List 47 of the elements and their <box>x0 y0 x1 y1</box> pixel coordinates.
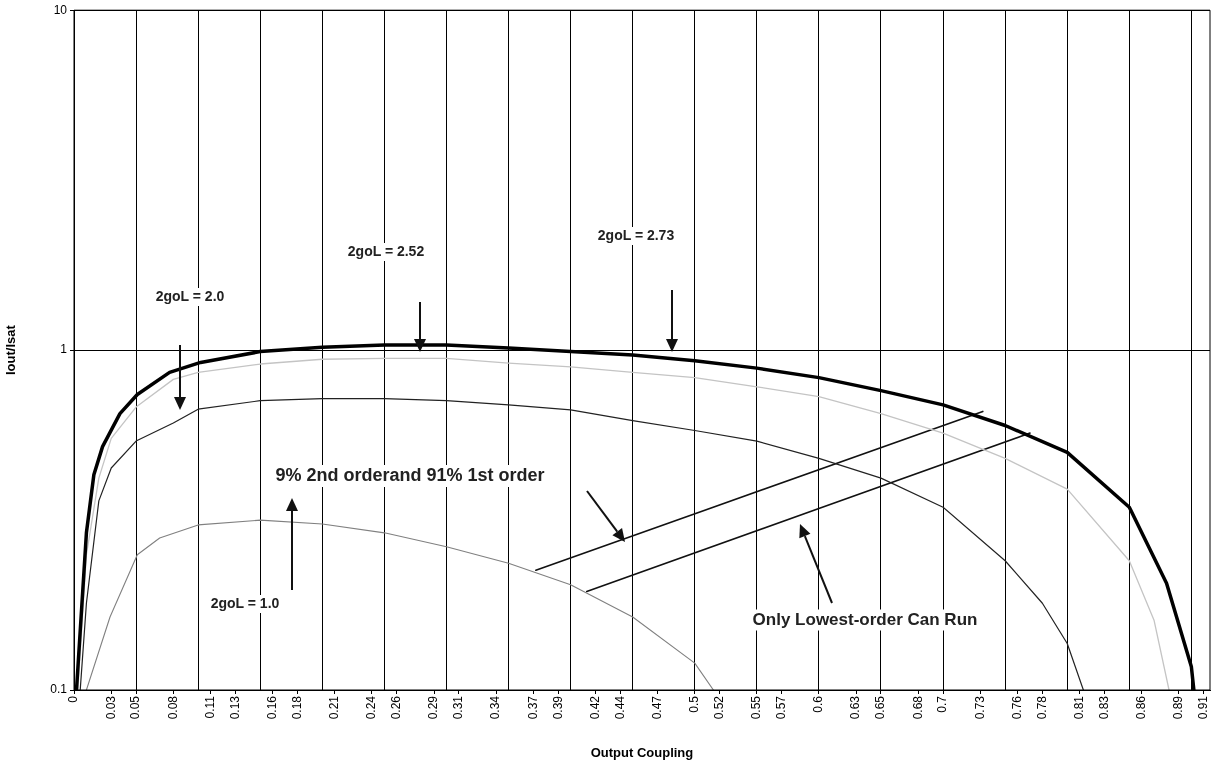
x-tick-label: 0.13 <box>227 695 242 720</box>
x-tick-label: 0.52 <box>711 695 726 720</box>
x-tick-label: 0 <box>66 695 81 703</box>
annotation: 2goL = 1.0 <box>210 594 280 611</box>
x-tick-label: 0.37 <box>525 695 540 720</box>
x-tick-label: 0.57 <box>773 695 788 720</box>
x-tick-label: 0.05 <box>128 695 143 720</box>
annotation: Only Lowest-order Can Run <box>752 609 978 629</box>
y-tick-label: 10 <box>53 2 68 17</box>
x-tick-label: 0.76 <box>1009 695 1024 720</box>
y-tick-label: 1 <box>60 342 68 357</box>
x-tick-label: 0.29 <box>426 695 441 720</box>
x-tick-label: 0.39 <box>550 695 565 720</box>
x-tick-label: 0.11 <box>202 695 217 719</box>
x-tick-label: 0.6 <box>811 695 826 713</box>
y-axis-title: Iout/Isat <box>3 324 19 376</box>
annotation: 2goL = 2.52 <box>347 242 425 259</box>
x-tick-label: 0.18 <box>289 695 304 720</box>
x-tick-label: 0.86 <box>1134 695 1149 720</box>
x-tick-label: 0.24 <box>364 695 379 720</box>
y-tick-label: 0.1 <box>50 682 68 697</box>
x-tick-label: 0.78 <box>1034 695 1049 720</box>
x-tick-label: 0.55 <box>749 695 764 720</box>
x-tick-label: 0.81 <box>1071 695 1086 720</box>
annotation: 2goL = 2.0 <box>155 287 225 304</box>
x-tick-label: 0.91 <box>1196 695 1211 720</box>
x-tick-label: 0.7 <box>935 695 950 713</box>
x-tick-label: 0.31 <box>451 695 466 720</box>
x-tick-label: 0.65 <box>873 695 888 720</box>
x-tick-label: 0.73 <box>972 695 987 720</box>
annotation: 9% 2nd orderand 91% 1st order <box>275 464 545 485</box>
x-tick-label: 0.26 <box>389 695 404 720</box>
x-tick-label: 0.89 <box>1171 695 1186 720</box>
x-tick-label: 0.08 <box>165 695 180 720</box>
x-tick-label: 0.5 <box>687 695 702 713</box>
x-tick-label: 0.63 <box>848 695 863 720</box>
x-tick-label: 0.16 <box>264 695 279 720</box>
x-tick-label: 0.68 <box>910 695 925 720</box>
x-tick-label: 0.34 <box>488 695 503 720</box>
x-tick-label: 0.21 <box>327 695 342 720</box>
x-tick-label: 0.03 <box>103 695 118 720</box>
x-tick-label: 0.83 <box>1096 695 1111 720</box>
annotation: 2goL = 2.73 <box>597 226 675 243</box>
x-axis-title: Output Coupling <box>590 744 694 760</box>
x-tick-label: 0.44 <box>612 695 627 720</box>
x-tick-label: 0.42 <box>587 695 602 720</box>
x-tick-label: 0.47 <box>649 695 664 720</box>
